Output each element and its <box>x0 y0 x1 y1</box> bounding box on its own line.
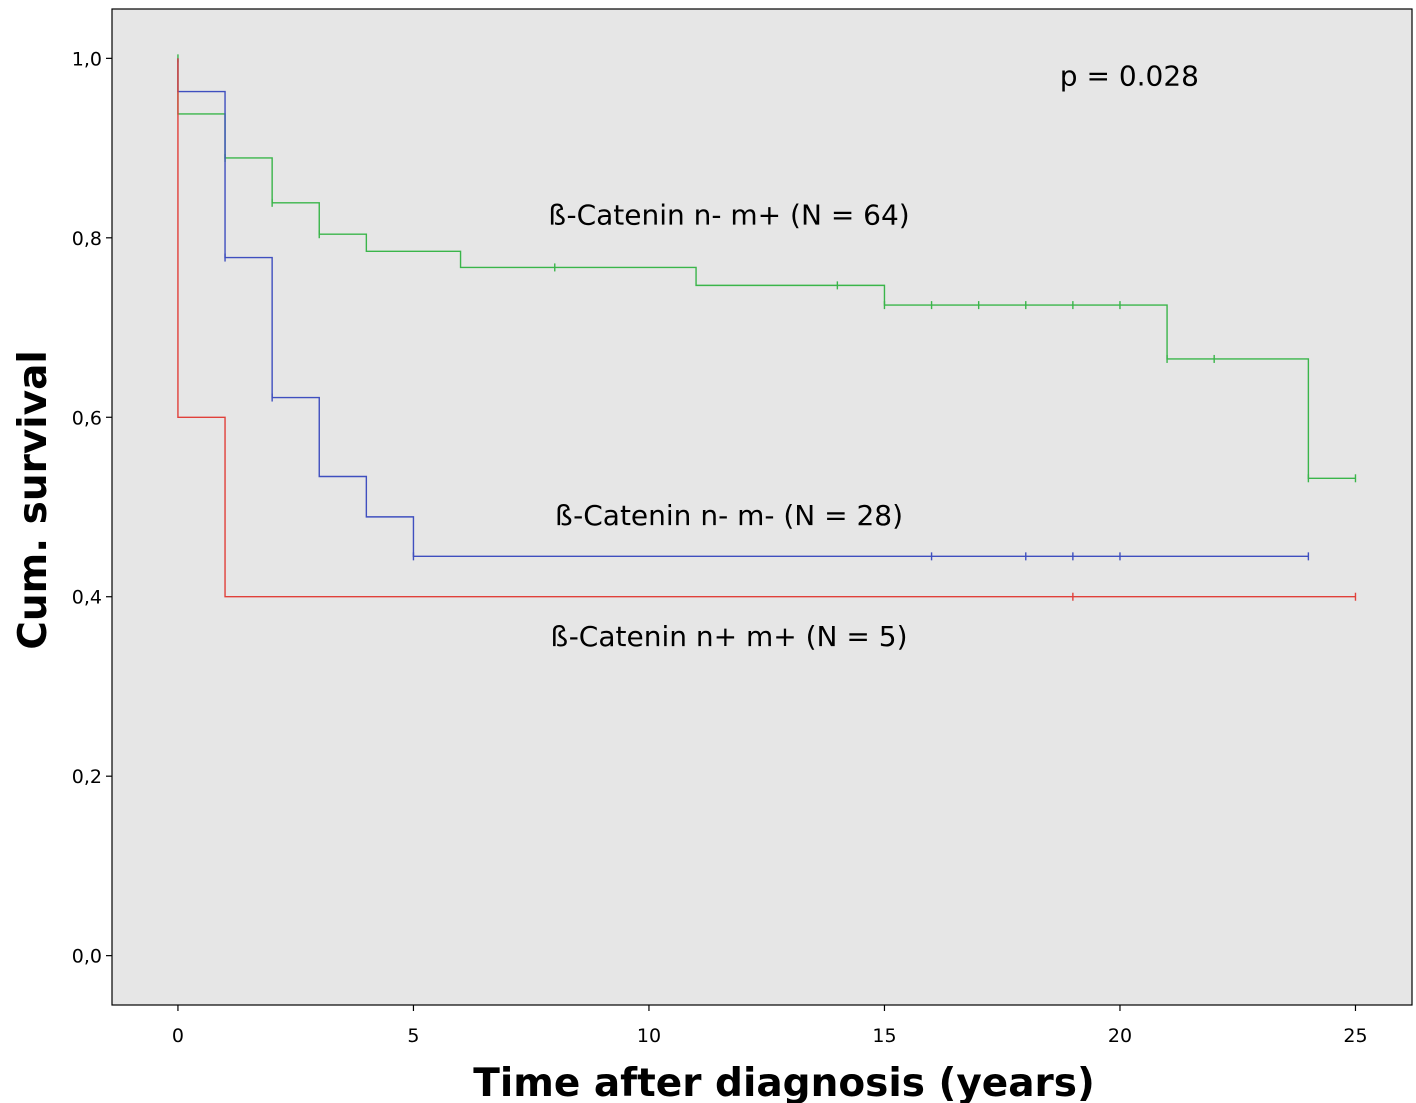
series-line <box>177 58 1356 598</box>
y-tick-label: 0,6 <box>72 407 102 429</box>
x-tick-label: 10 <box>637 1025 661 1047</box>
x-tick-label: 20 <box>1108 1025 1132 1047</box>
y-tick-label: 1,0 <box>72 48 102 70</box>
series-line <box>177 58 1309 558</box>
annotation: ß-Catenin n- m+ (N = 64) <box>548 198 909 231</box>
annotation: p = 0.028 <box>1060 59 1199 92</box>
series-3 <box>177 58 1357 601</box>
series-line <box>177 58 1356 479</box>
y-tick-label: 0,4 <box>72 587 102 609</box>
plot-area <box>111 8 1413 1006</box>
x-axis: 0 5 10 15 20 25 <box>172 1005 1368 1047</box>
y-axis-title: Cum. survival <box>11 350 56 650</box>
x-tick-label: 25 <box>1343 1025 1367 1047</box>
series-group <box>177 54 1357 601</box>
annotation: ß-Catenin n+ m+ (N = 5) <box>551 620 908 653</box>
annotation: ß-Catenin n- m- (N = 28) <box>555 499 903 532</box>
x-tick-label: 0 <box>172 1025 184 1047</box>
x-tick-label: 5 <box>407 1025 419 1047</box>
y-tick-label: 0,0 <box>72 946 102 968</box>
annotations: p = 0.028 ß-Catenin n- m+ (N = 64) ß-Caten… <box>548 59 1199 653</box>
y-tick-label: 0,8 <box>72 228 102 250</box>
series-1 <box>177 54 1357 483</box>
y-tick-label: 0,2 <box>72 766 102 788</box>
x-axis-title: Time after diagnosis (years) <box>473 1061 1095 1103</box>
y-axis: 0,0 0,2 0,4 0,6 0,8 1,0 <box>72 48 112 968</box>
x-tick-label: 15 <box>872 1025 896 1047</box>
series-2 <box>177 58 1310 561</box>
